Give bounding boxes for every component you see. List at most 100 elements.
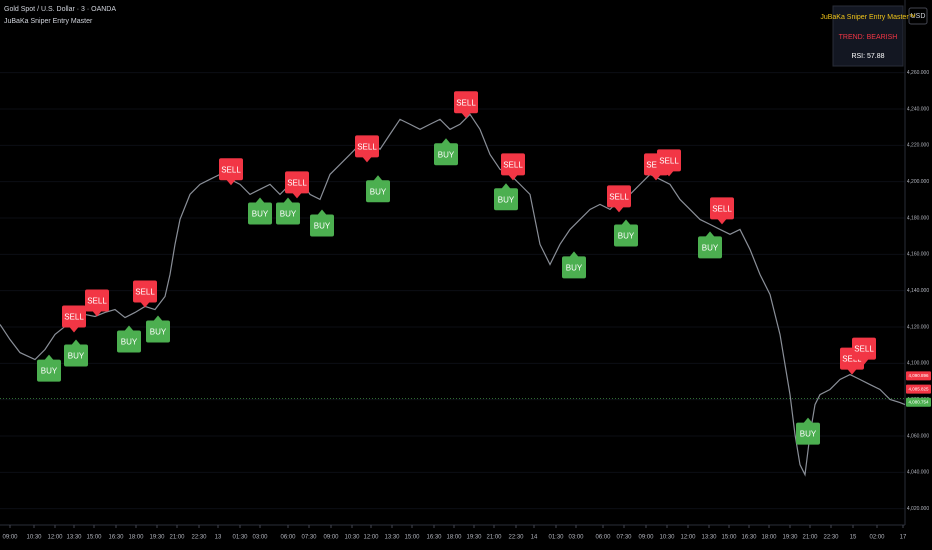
signal-label: BUY [618,232,635,241]
x-tick-label: 21:00 [802,535,818,541]
y-tick-label: 4,040.000 [907,470,929,476]
x-tick-label: 13:30 [701,535,717,541]
x-tick-label: 19:30 [782,535,798,541]
y-tick-label: 4,120.000 [907,324,929,330]
y-tick-label: 4,260.000 [907,70,929,76]
signal: BUY [562,251,586,279]
currency[interactable]: USD [911,13,926,20]
signal: SELL [355,135,379,163]
signal-label: BUY [498,195,515,204]
signal-box [248,202,272,225]
signal-box [219,158,243,181]
signal-label: SELL [842,355,862,364]
signal-arrow [569,251,579,258]
x-tick-label: 09:00 [2,535,18,541]
signal: BUY [117,325,141,353]
y-tick-label: 4,200.000 [907,179,929,185]
signal-label: SELL [503,160,523,169]
signal-label: SELL [646,160,666,169]
signal-arrow [153,315,163,322]
signal-box [562,256,586,279]
x-tick-label: 16:30 [426,535,442,541]
signal-box [501,153,525,176]
signal-box [434,143,458,166]
signal-arrow [664,170,674,177]
signal-box [657,149,681,172]
x-tick-label: 13 [215,535,222,541]
signal: SELL [454,91,478,119]
signal-label: BUY [566,264,583,273]
symbol: Gold Spot / U.S. Dollar · 3 · OANDA [4,6,116,13]
signal-label: SELL [64,313,84,322]
signal-arrow [651,174,661,181]
x-tick-label: 10:30 [659,535,675,541]
x-tick-label: 22:30 [823,535,839,541]
signal-box [37,359,61,382]
signal: SELL [501,153,525,181]
x-tick-label: 13:30 [384,535,400,541]
signal-label: SELL [456,98,476,107]
x-tick-label: 14 [531,535,538,541]
x-tick-label: 12:00 [680,535,696,541]
x-tick-label: 06:00 [595,535,611,541]
y-tick-label: 4,100.000 [907,361,929,367]
signal-label: SELL [854,345,874,354]
signal-label: SELL [659,157,679,166]
signal: SELL [710,197,734,225]
signal-box [285,171,309,194]
signal-label: BUY [702,244,719,253]
x-tick-label: 22:30 [191,535,207,541]
signal-box [310,214,334,237]
x-tick-label: 15:00 [721,535,737,541]
signal: SELL [133,280,157,308]
x-tick-label: 03:00 [252,535,268,541]
signal-arrow [226,179,236,186]
signal-arrow [69,326,79,333]
signal-label: SELL [135,288,155,297]
y-tick-label: 4,220.000 [907,143,929,149]
x-tick-label: 10:30 [344,535,360,541]
price-line [0,113,906,477]
signal: SELL [285,171,309,199]
signal-box [852,337,876,360]
currency-box[interactable] [908,7,928,25]
signal: BUY [37,354,61,382]
signal-label: BUY [800,430,817,439]
signal: BUY [614,219,638,247]
signal: SELL [657,149,681,177]
x-tick-label: 18:00 [446,535,462,541]
signal-label: SELL [287,178,307,187]
panel-title: JuBaKa Sniper Entry Master™ [820,14,915,21]
signal-label: BUY [370,187,387,196]
y-tick-label: 4,020.000 [907,506,929,512]
y-tick-label: 4,240.000 [907,106,929,112]
signal-arrow [621,219,631,226]
panel-trend: TREND: BEARISH [839,34,898,41]
x-tick-label: 16:30 [741,535,757,541]
y-tick-label: 4,140.000 [907,288,929,294]
signal-box [710,197,734,220]
signal-box [366,180,390,203]
signal-box [614,224,638,247]
signal: BUY [146,315,170,343]
signal: SELL [85,289,109,317]
signal-arrow [255,197,265,204]
price-badge [906,397,931,407]
signal-arrow [71,339,81,346]
signal-box [62,305,86,328]
signal: BUY [64,339,88,367]
y-tick-label: 4,060.000 [907,433,929,439]
signal-label: BUY [280,210,297,219]
signal-label: BUY [68,352,85,361]
signal-box [133,280,157,303]
x-tick-label: 07:30 [616,535,632,541]
signal-arrow [461,112,471,119]
x-tick-label: 19:30 [149,535,165,541]
x-tick-label: 10:30 [26,535,42,541]
x-tick-label: 01:30 [548,535,564,541]
signal-label: SELL [87,297,107,306]
signal-label: BUY [314,222,331,231]
signal: SELL [62,305,86,333]
signal-arrow [92,310,102,317]
signal-label: SELL [357,143,377,152]
